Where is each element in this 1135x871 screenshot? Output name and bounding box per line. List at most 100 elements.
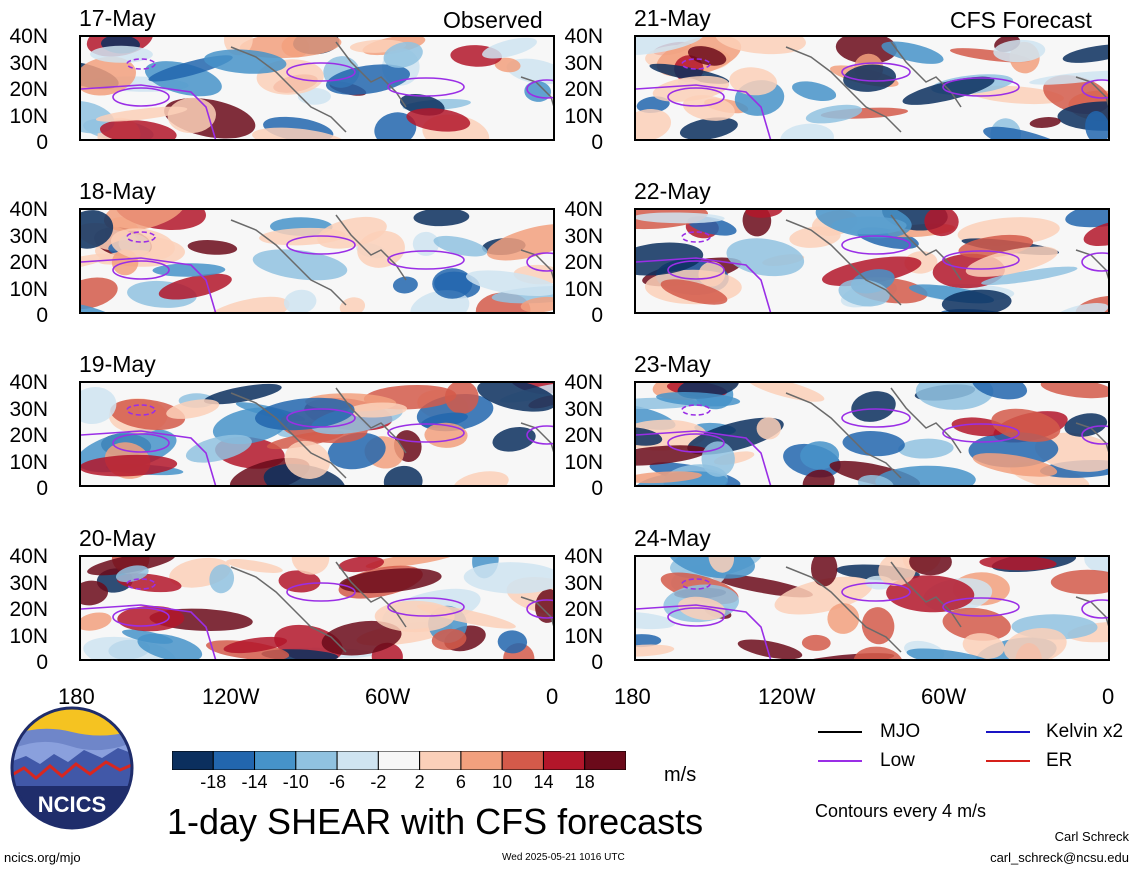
x-tick-label: 120W — [202, 684, 260, 709]
panel-date-label: 20-May — [79, 525, 156, 551]
x-tick-label: 0 — [546, 684, 559, 709]
y-tick-label: 20N — [564, 78, 603, 101]
y-tick-label: 30N — [564, 51, 603, 75]
colorbar-tick-label: 2 — [414, 772, 425, 792]
panel-date-label: 19-May — [79, 351, 156, 377]
y-tick-label: 30N — [9, 571, 48, 595]
y-tick-label: 0 — [36, 477, 48, 500]
logo-text: NCICS — [37, 792, 107, 817]
legend-low-line — [818, 760, 862, 762]
y-tick-label: 0 — [591, 131, 603, 154]
observed-shear-map — [79, 208, 555, 314]
y-tick-label: 0 — [591, 651, 603, 674]
colorbar-tick-label: 6 — [455, 772, 466, 792]
y-tick-label: 10N — [564, 624, 603, 648]
y-tick-label: 0 — [36, 651, 48, 674]
ncics-logo: NCICS — [10, 706, 134, 830]
y-tick-label: 0 — [36, 304, 48, 327]
panel-date-label: 17-May — [79, 5, 156, 31]
legend-mjo-label: MJO — [880, 721, 921, 742]
legend-er-label: ER — [1046, 750, 1073, 771]
forecast-shear-map — [634, 555, 1110, 661]
colorbar-tick-label: 14 — [533, 772, 554, 792]
y-tick-label: 10N — [9, 277, 48, 301]
y-tick-label: 30N — [564, 571, 603, 595]
figure-title: 1-day SHEAR with CFS forecasts — [167, 801, 704, 842]
colorbar-swatch — [419, 750, 462, 771]
y-tick-label: 20N — [9, 251, 48, 274]
y-tick-label: 20N — [564, 251, 603, 274]
x-tick-label: 60W — [921, 684, 967, 709]
colorbar-swatch — [171, 750, 214, 771]
contours-note: Contours every 4 m/s — [815, 801, 987, 821]
y-tick-label: 10N — [564, 104, 603, 128]
forecast-shear-map — [634, 208, 1110, 314]
y-tick-label: 40N — [9, 25, 48, 48]
x-tick-label: 180 — [614, 684, 651, 709]
colorbar — [171, 750, 627, 771]
colorbar-swatch — [542, 750, 586, 771]
y-tick-label: 10N — [9, 624, 48, 648]
x-tick-label: 120W — [758, 684, 816, 709]
panel-date-label: 22-May — [634, 178, 711, 204]
y-tick-label: 30N — [9, 224, 48, 248]
y-tick-label: 20N — [9, 78, 48, 101]
footer-timestamp: Wed 2025-05-21 1016 UTC — [502, 852, 625, 863]
y-tick-label: 30N — [9, 397, 48, 421]
y-tick-label: 0 — [36, 131, 48, 154]
footer-url: ncics.org/mjo — [4, 850, 81, 865]
x-tick-label: 180 — [58, 684, 95, 709]
colorbar-swatch — [212, 750, 256, 771]
y-tick-label: 0 — [591, 477, 603, 500]
y-tick-label: 30N — [564, 224, 603, 248]
colorbar-swatch — [254, 750, 297, 771]
y-tick-label: 40N — [564, 198, 603, 221]
footer-author: Carl Schreck — [1054, 829, 1129, 844]
colorbar-swatch — [584, 750, 627, 771]
y-tick-label: 10N — [9, 450, 48, 474]
footer-email: carl_schreck@ncsu.edu — [990, 850, 1129, 865]
colorbar-swatch — [336, 750, 379, 771]
colorbar-tick-label: 10 — [492, 772, 513, 792]
y-tick-label: 20N — [9, 598, 48, 621]
forecast-header: CFS Forecast — [950, 7, 1092, 33]
observed-shear-map — [79, 35, 555, 141]
x-tick-label: 60W — [365, 684, 411, 709]
y-tick-label: 30N — [564, 397, 603, 421]
y-tick-label: 40N — [564, 25, 603, 48]
legend-mjo-line — [818, 731, 862, 733]
colorbar-swatch — [501, 750, 544, 771]
y-tick-label: 10N — [9, 104, 48, 128]
panel-date-label: 18-May — [79, 178, 156, 204]
panel-date-label: 23-May — [634, 351, 711, 377]
observed-shear-map — [79, 555, 555, 661]
y-tick-label: 40N — [564, 371, 603, 394]
colorbar-swatch — [377, 750, 421, 771]
colorbar-tick-label: -14 — [241, 772, 268, 792]
y-tick-label: 10N — [564, 450, 603, 474]
y-tick-label: 20N — [9, 424, 48, 447]
legend-er-line — [986, 760, 1030, 762]
forecast-shear-map — [634, 35, 1110, 141]
observed-header: Observed — [443, 7, 543, 33]
y-tick-label: 30N — [9, 51, 48, 75]
colorbar-swatches — [171, 750, 627, 771]
y-tick-label: 40N — [9, 198, 48, 221]
colorbar-tick-label: -18 — [200, 772, 227, 792]
observed-shear-map — [79, 381, 555, 487]
legend-kelvin-label: Kelvin x2 — [1046, 721, 1124, 742]
x-tick-label: 0 — [1102, 684, 1115, 709]
panel-date-label: 24-May — [634, 525, 711, 551]
panel-date-label: 21-May — [634, 5, 711, 31]
y-tick-label: 40N — [9, 371, 48, 394]
y-tick-label: 20N — [564, 598, 603, 621]
y-tick-label: 20N — [564, 424, 603, 447]
colorbar-tick-label: -6 — [329, 772, 346, 792]
colorbar-tick-label: -2 — [370, 772, 387, 792]
forecast-shear-map — [634, 381, 1110, 487]
colorbar-unit: m/s — [664, 764, 697, 786]
legend-kelvin-line — [986, 731, 1030, 733]
colorbar-swatch — [460, 750, 503, 771]
colorbar-tick-label: 18 — [574, 772, 595, 792]
y-tick-label: 0 — [591, 304, 603, 327]
